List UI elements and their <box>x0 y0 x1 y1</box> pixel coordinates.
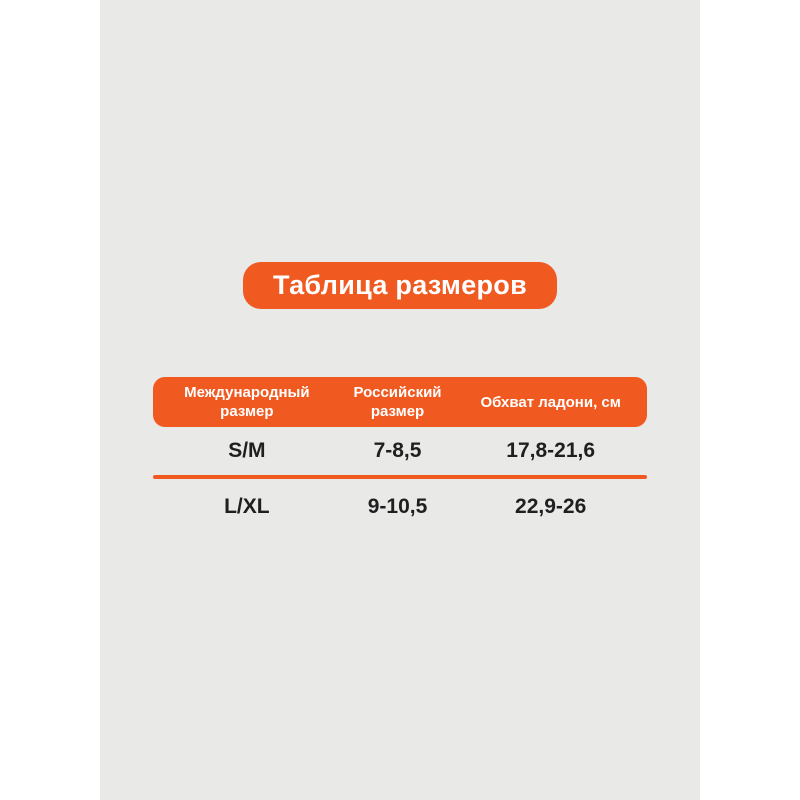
column-header-russian-size-label: Российский размер <box>353 384 442 420</box>
cell-international-size: L/XL <box>224 494 270 518</box>
title-badge-label: Таблица размеров <box>273 270 527 300</box>
cell-russian-size: 9-10,5 <box>367 494 428 518</box>
column-header-russian-size: Российский размер <box>341 383 455 421</box>
table-row-lxl: L/XL 9-10,5 22,9-26 <box>153 479 647 534</box>
size-table: Международный размер Российский размер О… <box>153 377 647 534</box>
table-row-sm: S/M 7-8,5 17,8-21,6 <box>153 427 647 475</box>
column-header-palm-circumference-label: Обхват ладони, см <box>480 393 621 411</box>
cell-international-size: S/M <box>228 439 266 462</box>
row-divider <box>153 475 647 479</box>
cell-palm-circumference: 22,9-26 <box>515 494 587 518</box>
title-badge: Таблица размеров <box>243 262 557 309</box>
size-table-header-row: Международный размер Российский размер О… <box>153 377 647 427</box>
column-header-palm-circumference: Обхват ладони, см <box>454 393 647 412</box>
column-header-international-size-label: Международный размер <box>184 384 310 420</box>
cell-russian-size: 7-8,5 <box>373 439 422 462</box>
column-header-international-size: Международный размер <box>153 383 341 421</box>
cell-palm-circumference: 17,8-21,6 <box>506 439 596 462</box>
